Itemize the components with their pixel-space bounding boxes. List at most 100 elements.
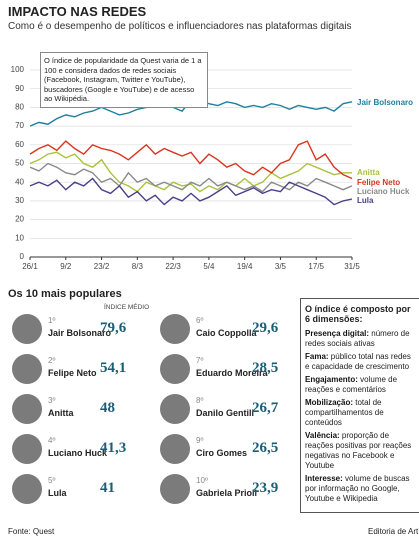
value: 29,6 xyxy=(252,320,279,336)
rank: 7º xyxy=(196,356,204,365)
y-tick-label: 70 xyxy=(15,121,24,130)
x-tick-label: 23/2 xyxy=(94,262,110,271)
name: Lula xyxy=(48,488,67,498)
legend-label: Lula xyxy=(357,196,374,205)
name: Anitta xyxy=(48,408,74,418)
rank: 10º xyxy=(196,476,208,485)
x-tick-label: 3/5 xyxy=(275,262,287,271)
avatar xyxy=(12,474,42,504)
legend-label: Jair Bolsonaro xyxy=(357,98,413,107)
value: 48 xyxy=(100,400,115,416)
y-tick-label: 100 xyxy=(11,65,25,74)
y-tick-label: 40 xyxy=(15,177,24,186)
value: 26,7 xyxy=(252,400,279,416)
x-tick-label: 26/1 xyxy=(22,262,38,271)
term: Valência: xyxy=(305,431,340,440)
description: público total nas redes e capacidade de … xyxy=(305,352,411,371)
y-tick-label: 10 xyxy=(15,233,24,242)
description: total de compartilhamentos de conteúdos xyxy=(305,398,384,427)
ranking-header: ÍNDICE MÉDIO xyxy=(104,304,150,311)
index-items: Presença digital: número de redes sociai… xyxy=(305,329,417,504)
ranking-row: 3º Anitta 48 xyxy=(12,392,152,430)
name: Gabriela Prioli xyxy=(196,488,258,498)
rank: 3º xyxy=(48,396,56,405)
index-item: Interesse: volume de buscas por informaç… xyxy=(305,474,417,504)
rank: 9º xyxy=(196,436,204,445)
subtitle: Como é o desempenho de políticos e influ… xyxy=(8,21,352,32)
series-line xyxy=(29,151,352,193)
ranking-row: 1º Jair Bolsonaro 79,6 xyxy=(12,312,152,350)
ranking-row: 10º Gabriela Prioli 23,9 xyxy=(160,472,300,510)
chart: 0 10 20 30 40 50 60 70 80 90 100 26/1 9/2 23/2 8/3 22/3… xyxy=(11,65,413,271)
avatar xyxy=(12,434,42,464)
name: Ciro Gomes xyxy=(196,448,248,458)
y-tick-label: 80 xyxy=(15,103,24,112)
name: Caio Coppolla xyxy=(196,328,257,338)
value: 79,6 xyxy=(100,320,127,336)
name: Luciano Huck xyxy=(48,448,108,458)
ranking-title: Os 10 mais populares xyxy=(8,288,122,300)
value: 26,5 xyxy=(252,440,279,456)
avatar xyxy=(160,474,190,504)
description: volume de buscas por informação no Googl… xyxy=(305,474,410,503)
title: IMPACTO NAS REDES xyxy=(8,4,147,19)
term: Mobilização: xyxy=(305,398,354,407)
y-tick-label: 30 xyxy=(15,196,24,205)
avatar xyxy=(12,394,42,424)
x-tick-label: 8/3 xyxy=(132,262,144,271)
avatar xyxy=(160,434,190,464)
term: Engajamento: xyxy=(305,375,358,384)
series-line xyxy=(29,140,353,180)
value: 41,3 xyxy=(100,440,127,456)
ranking-row: 2º Felipe Neto 54,1 xyxy=(12,352,152,390)
x-tick-label: 17/5 xyxy=(308,262,324,271)
term: Presença digital: xyxy=(305,329,370,338)
index-item: Valência: proporção de reações positivas… xyxy=(305,431,417,471)
y-tick-label: 0 xyxy=(20,252,25,261)
avatar xyxy=(160,314,190,344)
index-item: Engajamento: volume de reações e comentá… xyxy=(305,375,417,395)
value: 54,1 xyxy=(100,360,127,376)
rank: 8º xyxy=(196,396,204,405)
term: Interesse: xyxy=(305,474,343,483)
x-tick-label: 5/4 xyxy=(203,262,215,271)
description: volume de reações e comentários xyxy=(305,375,398,394)
value: 41 xyxy=(100,480,115,496)
ranking-row: 8º Danilo Gentili 26,7 xyxy=(160,392,300,430)
legend-label: Anitta xyxy=(357,168,380,177)
x-tick-label: 31/5 xyxy=(344,262,360,271)
y-tick-label: 90 xyxy=(15,84,24,93)
ranking-row: 6º Caio Coppolla 29,6 xyxy=(160,312,300,350)
name: Danilo Gentili xyxy=(196,408,255,418)
rank: 4º xyxy=(48,436,56,445)
source: Fonte: Quest xyxy=(8,527,55,536)
ranking-row: 9º Ciro Gomes 26,5 xyxy=(160,432,300,470)
rank: 1º xyxy=(48,316,56,325)
series-line xyxy=(29,162,353,193)
index-box: O índice é composto por 6 dimensões: Pre… xyxy=(300,298,419,513)
avatar xyxy=(12,354,42,384)
y-tick-label: 20 xyxy=(15,215,24,224)
index-item: Mobilização: total de compartilhamentos … xyxy=(305,398,417,428)
index-title: O índice é composto por 6 dimensões: xyxy=(305,304,411,324)
name: Felipe Neto xyxy=(48,368,97,378)
name: Eduardo Moreira xyxy=(196,368,268,378)
y-tick-label: 60 xyxy=(15,140,24,149)
rank: 2º xyxy=(48,356,56,365)
ranking-row: 4º Luciano Huck 41,3 xyxy=(12,432,152,470)
term: Fama: xyxy=(305,352,329,361)
credit: Editoria de Art xyxy=(368,527,419,536)
description: proporção de reações positivas por reaçõ… xyxy=(305,431,412,470)
x-tick-label: 9/2 xyxy=(60,262,72,271)
avatar xyxy=(160,394,190,424)
x-tick-label: 22/3 xyxy=(165,262,181,271)
x-tick-label: 19/4 xyxy=(237,262,253,271)
description: número de redes sociais ativas xyxy=(305,329,410,348)
avatar xyxy=(160,354,190,384)
value: 23,9 xyxy=(252,480,279,496)
name: Jair Bolsonaro xyxy=(48,328,112,338)
rank: 6º xyxy=(196,316,204,325)
rank: 5º xyxy=(48,476,56,485)
legend-label: Felipe Neto xyxy=(357,178,400,187)
